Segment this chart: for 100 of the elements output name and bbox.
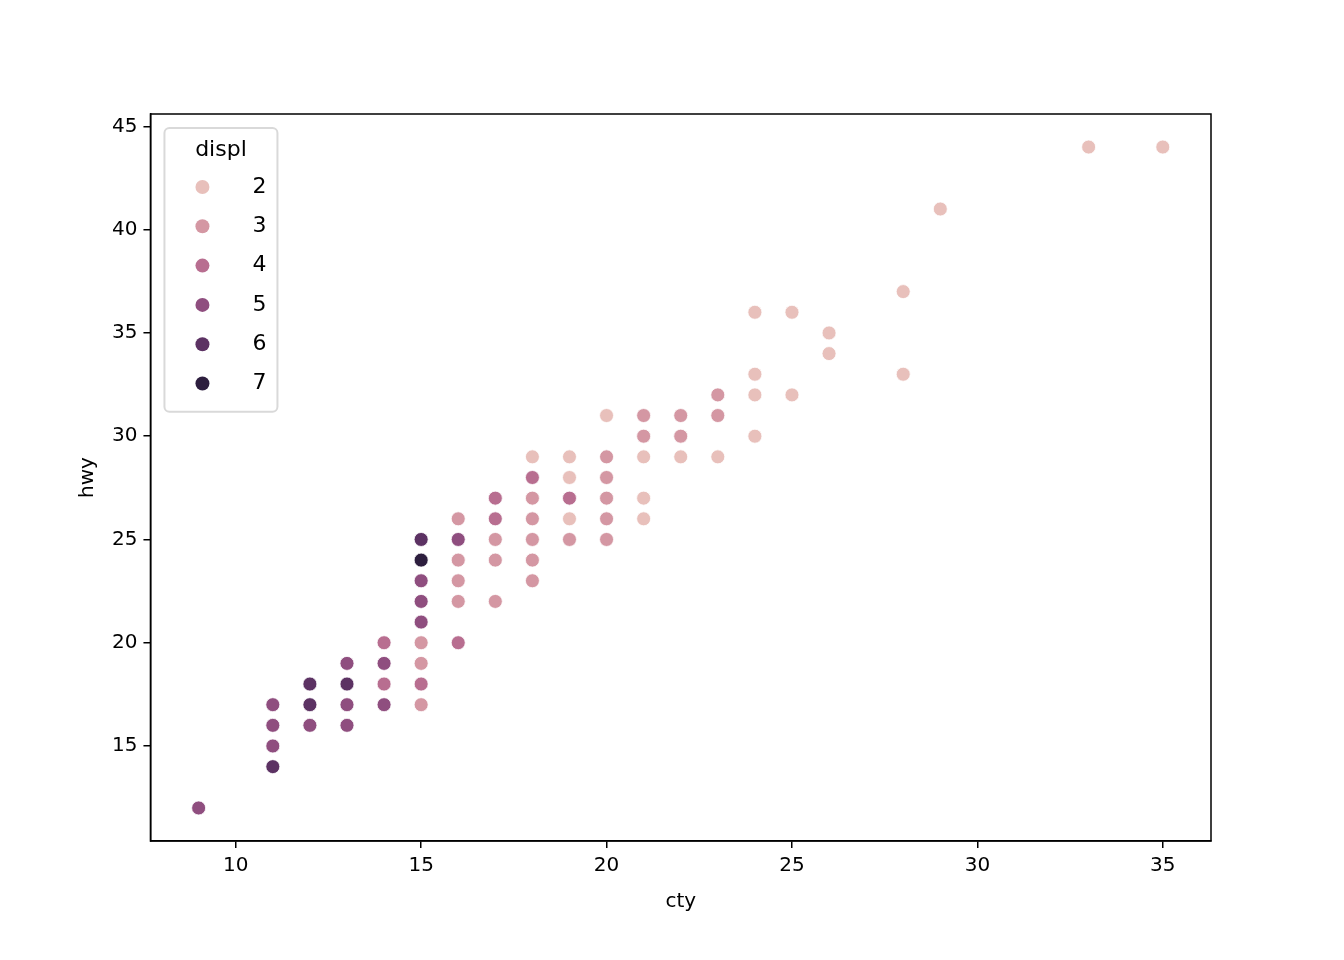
legend-label: 7 <box>252 369 267 395</box>
point <box>487 490 503 506</box>
point <box>636 511 652 527</box>
point <box>265 738 281 754</box>
point <box>562 449 577 465</box>
point <box>747 366 763 382</box>
point <box>525 532 540 547</box>
point <box>302 676 318 692</box>
point <box>599 490 614 506</box>
point <box>450 511 466 527</box>
point <box>636 428 652 444</box>
point <box>450 594 466 609</box>
x-tick-label: 30 <box>964 852 991 877</box>
point <box>562 532 577 547</box>
point <box>450 532 466 547</box>
point <box>376 676 392 692</box>
point <box>562 490 577 506</box>
point <box>710 449 726 465</box>
point <box>525 552 540 568</box>
point <box>450 573 466 589</box>
point <box>636 408 652 423</box>
legend-label: 4 <box>252 251 267 277</box>
x-tick-label: 25 <box>779 852 805 877</box>
point <box>599 470 614 485</box>
y-tick-label: 25 <box>112 525 138 550</box>
point <box>1155 139 1171 155</box>
y-tick-label: 40 <box>112 215 138 240</box>
legend-title: displ <box>195 135 247 161</box>
y-axis-title: hwy <box>74 456 99 498</box>
point <box>413 552 429 568</box>
point <box>1081 139 1097 155</box>
point <box>525 470 540 485</box>
point <box>413 697 429 713</box>
point <box>265 697 281 713</box>
point <box>376 635 392 651</box>
legend-label: 2 <box>252 172 267 198</box>
x-tick-label: 15 <box>408 852 434 877</box>
point <box>525 449 540 465</box>
point <box>413 635 429 651</box>
point <box>895 284 911 300</box>
point <box>302 697 318 713</box>
x-tick-label: 35 <box>1150 852 1176 877</box>
point <box>747 387 763 403</box>
x-axis-title: cty <box>665 888 697 913</box>
point <box>599 532 614 547</box>
point <box>487 552 503 568</box>
point <box>487 511 503 527</box>
point <box>673 428 689 444</box>
point <box>413 573 429 589</box>
point <box>413 614 429 630</box>
point <box>487 594 503 609</box>
point <box>339 676 355 692</box>
point <box>339 717 355 733</box>
x-tick-label: 10 <box>223 852 249 877</box>
legend-label: 5 <box>252 290 267 316</box>
y-tick-label: 35 <box>112 319 138 344</box>
point <box>525 511 540 527</box>
point <box>784 387 800 403</box>
y-tick-label: 30 <box>112 422 138 447</box>
point <box>821 325 837 341</box>
point <box>710 387 726 403</box>
point <box>747 304 763 320</box>
point <box>413 532 429 547</box>
point <box>673 449 689 465</box>
point <box>413 676 429 692</box>
point <box>376 697 392 713</box>
point <box>599 408 614 423</box>
point <box>450 552 466 568</box>
x-tick-label: 20 <box>593 852 620 877</box>
point <box>413 655 429 671</box>
point <box>710 408 726 423</box>
point <box>895 366 911 382</box>
point <box>191 800 207 816</box>
point <box>821 346 837 361</box>
point <box>599 449 614 465</box>
point <box>376 655 392 671</box>
point <box>562 470 577 485</box>
point <box>450 635 466 651</box>
point <box>265 717 281 733</box>
point <box>673 408 689 423</box>
point <box>302 717 318 733</box>
point <box>747 428 763 444</box>
legend-label: 3 <box>252 212 267 238</box>
point <box>562 511 577 527</box>
point <box>339 697 355 713</box>
point <box>265 759 281 775</box>
point <box>599 511 614 527</box>
point <box>636 490 652 506</box>
point <box>784 304 800 320</box>
point <box>525 490 540 506</box>
point <box>932 201 948 217</box>
y-tick-label: 45 <box>112 112 138 137</box>
point <box>636 449 652 465</box>
point <box>339 655 355 671</box>
legend-label: 6 <box>252 329 267 355</box>
point <box>487 532 503 547</box>
point <box>525 573 540 589</box>
point <box>413 594 429 609</box>
y-tick-label: 20 <box>112 628 138 653</box>
y-tick-label: 15 <box>112 732 138 757</box>
